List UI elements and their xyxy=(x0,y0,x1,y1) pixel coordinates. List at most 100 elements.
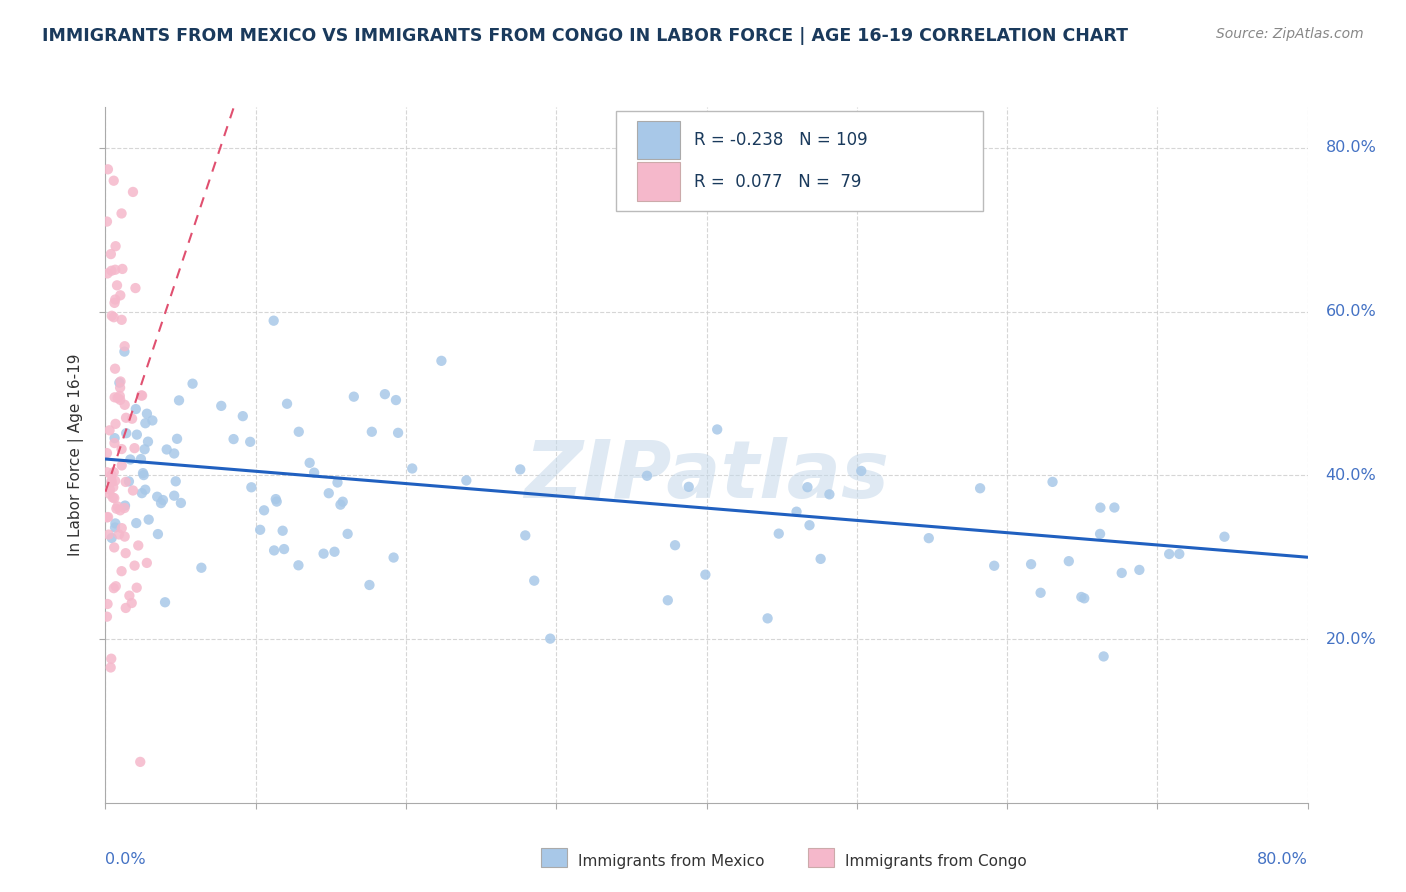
Point xyxy=(253,503,276,517)
Point xyxy=(132,468,155,483)
Text: R =  0.077   N =  79: R = 0.077 N = 79 xyxy=(695,173,862,191)
Point xyxy=(1213,530,1236,544)
Point xyxy=(110,442,132,456)
Point xyxy=(118,589,141,603)
Point xyxy=(336,527,359,541)
Point xyxy=(318,486,340,500)
Point xyxy=(768,526,790,541)
Point xyxy=(263,543,285,558)
Point xyxy=(430,354,453,368)
Point xyxy=(387,425,409,440)
Point xyxy=(100,474,122,488)
Point xyxy=(103,491,125,505)
Text: IMMIGRANTS FROM MEXICO VS IMMIGRANTS FROM CONGO IN LABOR FORCE | AGE 16-19 CORRE: IMMIGRANTS FROM MEXICO VS IMMIGRANTS FRO… xyxy=(42,27,1128,45)
Point xyxy=(104,516,127,531)
Point xyxy=(96,267,118,281)
Point xyxy=(1070,590,1092,604)
Point xyxy=(114,546,136,560)
Point xyxy=(98,487,121,501)
Point xyxy=(104,239,127,253)
Point xyxy=(108,503,131,517)
Point xyxy=(125,402,148,417)
Point xyxy=(287,425,309,439)
Point xyxy=(111,458,134,473)
Point xyxy=(111,521,134,535)
Point xyxy=(103,296,125,310)
Point xyxy=(209,399,232,413)
Point xyxy=(136,434,159,449)
Point xyxy=(240,480,263,494)
Text: 80.0%: 80.0% xyxy=(1257,852,1308,867)
Point xyxy=(103,480,125,494)
Point xyxy=(1092,649,1115,664)
Point xyxy=(786,505,808,519)
Point xyxy=(1019,558,1042,572)
Point xyxy=(326,475,349,490)
Point xyxy=(156,442,179,457)
Bar xyxy=(808,847,834,867)
Point xyxy=(100,309,122,323)
Point xyxy=(918,531,941,545)
Point xyxy=(222,432,245,446)
Point xyxy=(127,539,149,553)
Text: Source: ZipAtlas.com: Source: ZipAtlas.com xyxy=(1216,27,1364,41)
Bar xyxy=(637,162,681,201)
Point xyxy=(273,542,295,557)
Point xyxy=(146,527,169,541)
Point xyxy=(796,480,818,494)
Point xyxy=(97,510,120,524)
Point xyxy=(359,578,381,592)
Point xyxy=(103,436,125,450)
Point xyxy=(103,310,125,325)
Point xyxy=(125,581,148,595)
Point xyxy=(103,174,125,188)
Point xyxy=(657,593,679,607)
Point xyxy=(121,596,143,610)
Point xyxy=(374,387,396,401)
Text: ZIPatlas: ZIPatlas xyxy=(524,437,889,515)
Point xyxy=(110,206,132,220)
Point xyxy=(124,441,146,455)
Point xyxy=(153,595,176,609)
Text: 60.0%: 60.0% xyxy=(1326,304,1376,319)
Point xyxy=(538,632,561,646)
Point xyxy=(107,500,129,514)
Point xyxy=(695,567,717,582)
Point xyxy=(121,411,143,425)
Point xyxy=(112,344,135,359)
Point xyxy=(124,558,146,573)
Point xyxy=(104,474,127,488)
Point xyxy=(190,560,212,574)
Point xyxy=(266,494,288,508)
Point xyxy=(96,214,118,228)
Point xyxy=(114,339,136,353)
Point xyxy=(100,651,122,665)
Point xyxy=(111,261,134,276)
Point xyxy=(132,466,155,480)
Point xyxy=(239,434,262,449)
Point xyxy=(1042,475,1064,489)
Point xyxy=(104,293,127,307)
Text: Immigrants from Mexico: Immigrants from Mexico xyxy=(578,855,765,869)
Text: 0.0%: 0.0% xyxy=(105,852,146,867)
Point xyxy=(96,510,118,524)
Point xyxy=(401,461,423,475)
Point xyxy=(105,501,128,516)
Point xyxy=(104,417,127,431)
Point xyxy=(678,480,700,494)
Point xyxy=(114,398,136,412)
Point xyxy=(152,493,174,508)
Point xyxy=(360,425,382,439)
Point xyxy=(799,518,821,533)
Point xyxy=(298,456,321,470)
Point xyxy=(969,481,991,495)
Bar xyxy=(637,121,681,160)
Point xyxy=(329,498,352,512)
Point xyxy=(104,361,127,376)
Point xyxy=(104,579,127,593)
Point xyxy=(108,381,131,395)
Point xyxy=(129,452,152,467)
Point xyxy=(983,558,1005,573)
Point xyxy=(96,609,118,624)
Point xyxy=(264,492,287,507)
